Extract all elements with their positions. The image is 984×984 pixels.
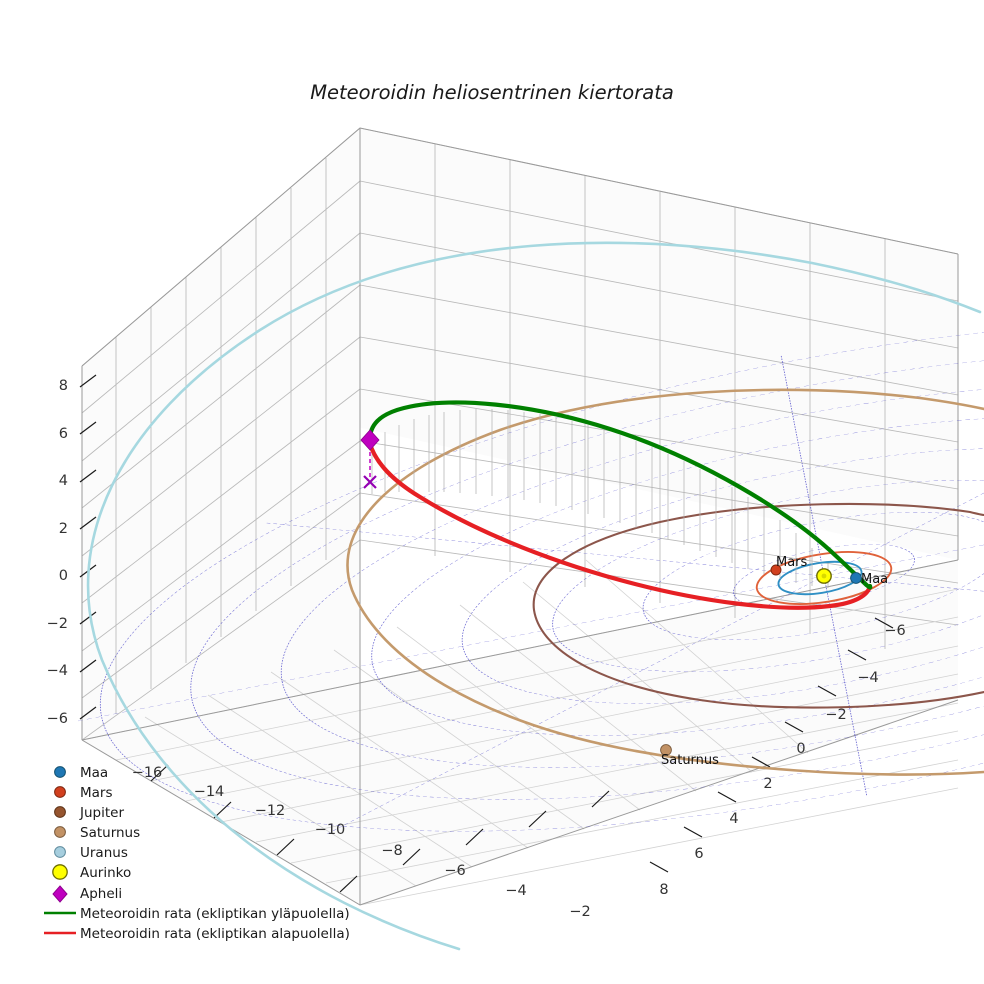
x-tick-label: −14	[194, 784, 225, 800]
y-tick-label: 4	[729, 811, 738, 827]
orbit-mars	[755, 551, 893, 605]
meteoroid-drop-stems	[371, 409, 829, 588]
meteoroid-orbit-above-ecliptic	[367, 400, 873, 590]
legend-marker-maa	[54, 766, 66, 778]
y-tick-label: 0	[796, 741, 805, 757]
y-tick-label: 2	[763, 776, 772, 792]
legend-item-meteoroid-above[interactable]: Meteoroidin rata (ekliptikan yläpuolella…	[44, 906, 350, 922]
legend-item-jupiter[interactable]: Jupiter	[54, 805, 125, 821]
orbit-maa	[777, 560, 863, 596]
grid-back-wall	[81, 127, 361, 741]
legend-item-meteoroid-below[interactable]: Meteoroidin rata (ekliptikan alapuolella…	[44, 926, 350, 942]
z-tick-label: 2	[59, 521, 68, 537]
body-markers: Saturnus Mars Maa	[660, 555, 888, 768]
legend-item-maa[interactable]: Maa	[54, 765, 109, 781]
saturnus-marker	[660, 744, 672, 756]
legend-marker-apheli	[52, 885, 68, 903]
mars-marker	[770, 564, 782, 576]
y-axis-ticks: −6 −4 −2 0 2 4 6 8	[649, 617, 906, 898]
x-tick-label: −12	[255, 803, 286, 819]
saturnus-label: Saturnus	[661, 753, 719, 768]
legend-label-saturnus: Saturnus	[80, 825, 140, 841]
x-tick-label: −4	[505, 883, 526, 899]
y-tick-label: 8	[659, 882, 668, 898]
aphelion-group	[360, 429, 380, 489]
orbit-uranus	[86, 241, 982, 951]
legend-label-aurinko: Aurinko	[80, 865, 131, 881]
orbit-jupiter	[532, 502, 984, 709]
y-tick-label: −6	[884, 623, 905, 639]
y-tick-label: 6	[694, 846, 703, 862]
y-tick-label: −4	[857, 670, 878, 686]
legend-item-aurinko[interactable]: Aurinko	[52, 864, 131, 881]
legend-item-uranus[interactable]: Uranus	[54, 845, 128, 861]
legend-item-apheli[interactable]: Apheli	[52, 885, 122, 903]
legend-label-mars: Mars	[80, 785, 113, 801]
legend-marker-mars	[54, 786, 66, 798]
maa-marker	[850, 572, 862, 584]
z-tick-label: −6	[47, 711, 68, 727]
legend-marker-saturnus	[54, 826, 66, 838]
mars-label: Mars	[776, 555, 808, 570]
legend-label-meteoroid-above: Meteoroidin rata (ekliptikan yläpuolella…	[80, 906, 350, 922]
page-title: Meteoroidin heliosentrinen kiertorata	[310, 81, 674, 104]
legend-marker-aurinko	[52, 864, 68, 880]
x-tick-label: −8	[381, 843, 402, 859]
legend-item-mars[interactable]: Mars	[54, 785, 113, 801]
legend-label-meteoroid-below: Meteoroidin rata (ekliptikan alapuolella…	[80, 926, 350, 942]
x-tick-label: −6	[444, 863, 465, 879]
z-tick-label: −2	[47, 616, 68, 632]
legend-label-jupiter: Jupiter	[79, 805, 124, 821]
x-tick-label: −10	[315, 822, 346, 838]
y-tick-label: −2	[825, 707, 846, 723]
meteoroid-orbit-below-ecliptic	[367, 441, 873, 610]
z-tick-label: 0	[59, 568, 68, 584]
z-tick-label: 8	[59, 378, 68, 394]
legend-marker-uranus	[54, 846, 66, 858]
legend-label-uranus: Uranus	[80, 845, 128, 861]
orbit-saturnus	[346, 388, 984, 776]
maa-label: Maa	[861, 572, 888, 587]
z-tick-label: 4	[59, 473, 68, 489]
apheli-marker	[360, 429, 380, 451]
legend-item-saturnus[interactable]: Saturnus	[54, 825, 141, 841]
aphelion-projection-x-icon	[363, 475, 377, 489]
aurinko-core	[821, 573, 827, 579]
legend-label-apheli: Apheli	[80, 886, 122, 902]
legend-marker-jupiter	[54, 806, 66, 818]
z-tick-label: 6	[59, 426, 68, 442]
x-tick-label: −2	[569, 904, 590, 920]
z-tick-label: −4	[47, 663, 68, 679]
legend: Maa Mars Jupiter Saturnus Uranus Aurinko…	[44, 765, 350, 942]
axes-box-edges	[81, 127, 959, 906]
z-axis-ticks: 8 6 4 2 0 −2 −4 −6	[47, 374, 97, 727]
legend-label-maa: Maa	[80, 765, 108, 781]
